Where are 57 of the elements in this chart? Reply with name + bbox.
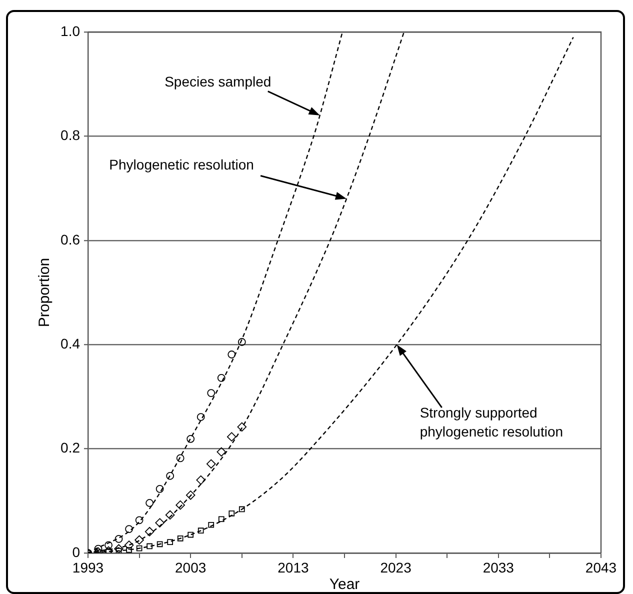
point <box>228 350 236 358</box>
point <box>217 374 226 382</box>
point <box>135 516 144 524</box>
y-tick-label: 1.0 <box>60 22 80 39</box>
y-tick-label: 0.4 <box>60 335 80 352</box>
x-axis-title: Year <box>329 576 360 594</box>
point <box>146 543 152 550</box>
x-tick-label: 2043 <box>585 559 617 576</box>
x-tick-label: 2033 <box>482 559 514 576</box>
point <box>144 526 154 536</box>
y-tick-label: 0 <box>72 544 80 560</box>
point <box>136 545 142 552</box>
point <box>207 389 216 398</box>
annotation: Species sampled <box>164 73 272 90</box>
point <box>114 544 124 553</box>
point <box>176 454 184 462</box>
y-tick-label: 0.8 <box>60 127 80 144</box>
point <box>155 518 164 528</box>
point <box>186 434 195 443</box>
point <box>166 472 174 480</box>
annotation: Phylogenetic resolution <box>109 156 254 173</box>
point <box>94 544 102 553</box>
x-tick-label: 2013 <box>278 559 309 576</box>
point <box>218 516 224 522</box>
point <box>104 541 112 550</box>
point <box>228 510 235 516</box>
y-tick-label: 0.6 <box>60 231 80 248</box>
x-tick-label: 1993 <box>72 559 104 576</box>
point <box>167 539 174 545</box>
point <box>177 535 184 542</box>
point <box>196 413 205 421</box>
point <box>226 432 236 442</box>
y-axis-title: Proportion <box>36 258 54 328</box>
point <box>186 490 196 500</box>
x-tick-label: 2023 <box>380 559 412 576</box>
point <box>176 500 185 510</box>
point <box>114 534 123 543</box>
point <box>206 459 216 469</box>
point <box>125 525 133 533</box>
point <box>124 540 134 550</box>
point <box>134 535 144 545</box>
y-tick-label: 0.2 <box>60 440 80 456</box>
point <box>238 506 245 512</box>
point <box>238 338 246 346</box>
x-tick-label: 2003 <box>175 559 206 576</box>
annotation: Strongly supported phylogenetic resolution <box>420 404 564 440</box>
point <box>237 422 247 432</box>
point <box>156 541 163 548</box>
point <box>146 499 154 507</box>
point <box>188 532 194 538</box>
point <box>126 546 132 553</box>
point <box>156 484 164 493</box>
point <box>208 522 214 528</box>
point <box>216 447 226 457</box>
point <box>198 528 204 534</box>
point <box>165 510 175 520</box>
point <box>196 475 206 485</box>
